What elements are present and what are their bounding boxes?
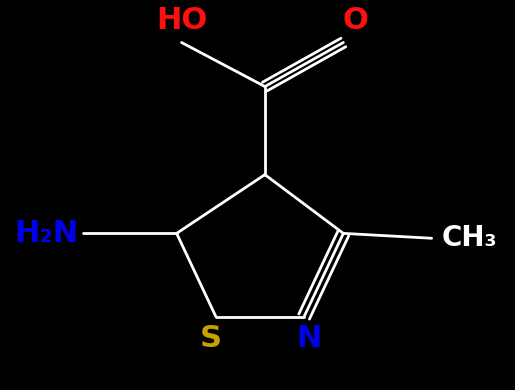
Text: O: O [342,5,368,35]
Text: CH₃: CH₃ [441,224,497,252]
Text: N: N [296,324,322,353]
Text: S: S [200,324,222,353]
Text: H₂N: H₂N [14,219,78,248]
Text: HO: HO [156,5,207,35]
